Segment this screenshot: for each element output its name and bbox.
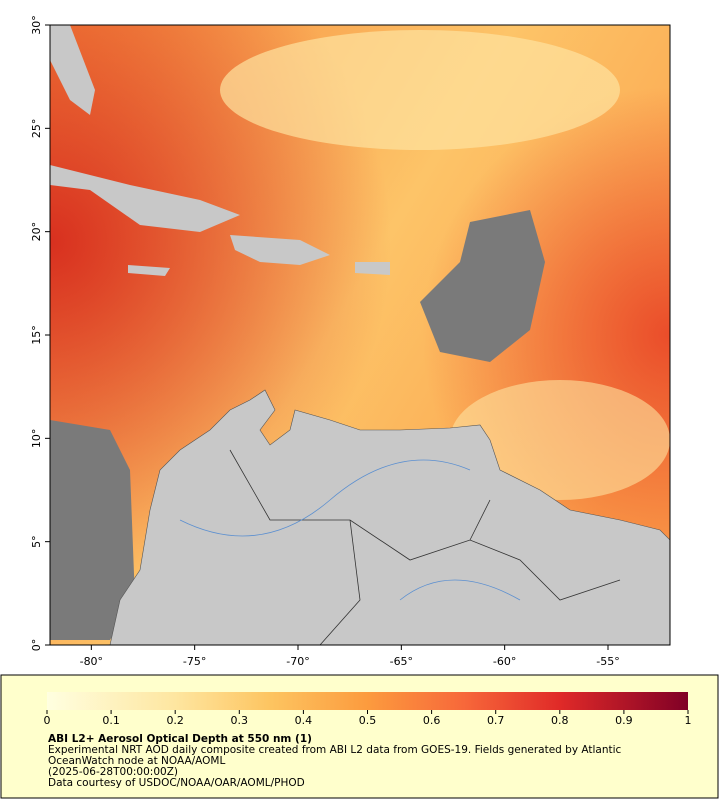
colorbar-tick-label: 0.1 xyxy=(102,714,120,727)
map-field xyxy=(50,25,670,645)
x-tick-label: -55° xyxy=(596,655,619,668)
caption-line: OceanWatch node at NOAA/AOML xyxy=(48,755,225,767)
colorbar-tick-label: 0.3 xyxy=(231,714,249,727)
x-tick-label: -65° xyxy=(390,655,413,668)
colorbar-tick-label: 0.8 xyxy=(551,714,569,727)
caption-line: Experimental NRT AOD daily composite cre… xyxy=(48,744,622,756)
colorbar-tick-label: 0.5 xyxy=(359,714,377,727)
colorbar-tick-label: 0.6 xyxy=(423,714,441,727)
caption-title: ABI L2+ Aerosol Optical Depth at 550 nm … xyxy=(48,733,312,745)
colorbar xyxy=(47,692,688,710)
x-tick-label: -75° xyxy=(183,655,206,668)
y-tick-label: 20° xyxy=(30,222,43,242)
y-tick-label: 25° xyxy=(30,119,43,139)
y-tick-label: 5° xyxy=(30,535,43,548)
colorbar-tick-label: 0.7 xyxy=(487,714,505,727)
colorbar-tick-label: 0.9 xyxy=(615,714,633,727)
colorbar-tick-label: 0.2 xyxy=(166,714,184,727)
y-tick-label: 15° xyxy=(30,325,43,345)
x-tick-label: -80° xyxy=(80,655,103,668)
x-tick-label: -70° xyxy=(286,655,309,668)
y-tick-label: 30° xyxy=(30,15,43,35)
caption-line: (2025-06-28T00:00:00Z) xyxy=(48,766,178,778)
y-tick-label: 0° xyxy=(30,639,43,652)
colorbar-tick-label: 1 xyxy=(685,714,692,727)
caption-line: Data courtesy of USDOC/NOAA/OAR/AOML/PHO… xyxy=(48,777,305,789)
colorbar-tick-label: 0.4 xyxy=(295,714,313,727)
y-tick-label: 10° xyxy=(30,429,43,449)
x-tick-label: -60° xyxy=(493,655,516,668)
colorbar-tick-label: 0 xyxy=(44,714,51,727)
